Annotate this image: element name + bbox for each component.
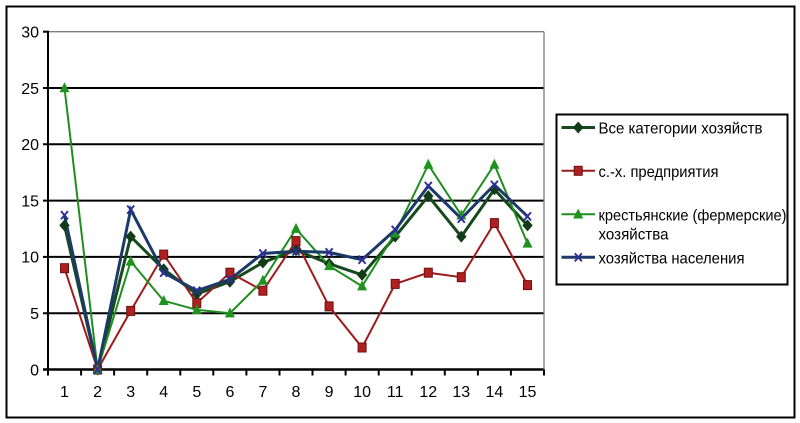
svg-text:10: 10 — [353, 384, 371, 401]
svg-text:2: 2 — [93, 384, 102, 401]
svg-text:12: 12 — [419, 384, 437, 401]
svg-text:хозяйства населения: хозяйства населения — [599, 250, 745, 267]
svg-text:10: 10 — [21, 250, 39, 267]
svg-text:6: 6 — [225, 384, 234, 401]
svg-text:14: 14 — [486, 384, 504, 401]
svg-text:7: 7 — [258, 384, 267, 401]
svg-text:1: 1 — [60, 384, 69, 401]
svg-text:11: 11 — [387, 384, 404, 401]
svg-text:Все категории хозяйств: Все категории хозяйств — [599, 121, 763, 138]
svg-text:3: 3 — [126, 384, 135, 401]
svg-text:с.-х. предприятия: с.-х. предприятия — [599, 164, 719, 181]
svg-text:4: 4 — [159, 384, 168, 401]
svg-text:крестьянские (фермерские): крестьянские (фермерские) — [599, 207, 787, 224]
svg-text:20: 20 — [21, 137, 39, 154]
svg-text:15: 15 — [21, 193, 39, 210]
svg-text:хозяйства: хозяйства — [599, 226, 669, 243]
svg-text:13: 13 — [452, 384, 470, 401]
svg-text:30: 30 — [21, 25, 39, 42]
svg-text:25: 25 — [21, 81, 39, 98]
svg-text:9: 9 — [325, 384, 334, 401]
svg-text:5: 5 — [192, 384, 201, 401]
svg-text:0: 0 — [30, 362, 39, 379]
svg-text:15: 15 — [519, 384, 537, 401]
svg-text:5: 5 — [30, 306, 39, 323]
svg-text:8: 8 — [292, 384, 301, 401]
